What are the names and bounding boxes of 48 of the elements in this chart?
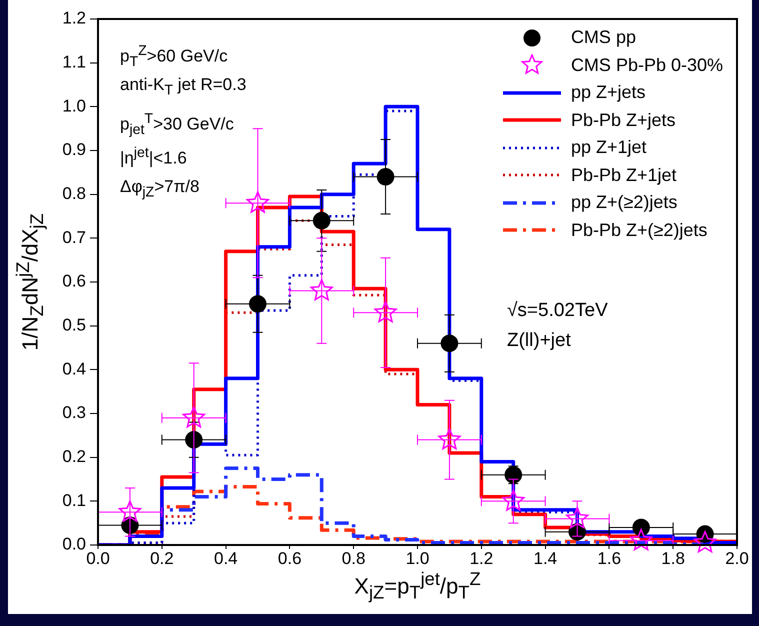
legend-label: pp Z+(≥2)jets xyxy=(570,192,678,214)
point xyxy=(246,191,269,213)
x-tick-label: 2.0 xyxy=(725,548,749,568)
x-tick-label: 1.4 xyxy=(533,548,558,568)
annotation: p$_{T}$$^{Z}$>60 GeV/c xyxy=(120,42,228,72)
legend-label: pp Z+1jet xyxy=(570,137,646,158)
x-tick-label: 0.2 xyxy=(150,548,174,568)
y-tick-label: 0.5 xyxy=(62,316,86,335)
y-tick-label: 1.1 xyxy=(62,52,86,72)
x-tick-label: 0.6 xyxy=(278,548,302,568)
legend-label: pp Z+jets xyxy=(570,82,646,104)
y-tick-label: 0.8 xyxy=(62,184,86,204)
legend-label: Pb-Pb Z+jets xyxy=(570,110,676,131)
point xyxy=(182,406,206,428)
y-tick-label: 0.6 xyxy=(62,272,86,291)
y-tick-label: 1.2 xyxy=(62,8,86,28)
x-tick-label: 0.0 xyxy=(86,548,110,568)
y-tick-label: 0.3 xyxy=(62,403,86,422)
point xyxy=(438,428,461,450)
point xyxy=(502,489,525,511)
legend-label: CMS Pb-Pb 0-30% xyxy=(570,54,723,76)
y-tick-label: 0.2 xyxy=(62,447,86,466)
y-tick-label: 0.9 xyxy=(62,140,86,160)
legend-label: Pb-Pb Z+(≥2)jets xyxy=(570,220,708,241)
y-tick-label: 0.0 xyxy=(62,534,86,554)
point xyxy=(374,300,397,322)
y-tick-label: 0.7 xyxy=(62,228,86,247)
annotation: |η$^{jet}$|<1.6 xyxy=(120,144,187,170)
x-tick-label: 0.8 xyxy=(342,548,366,568)
annotation: p$_{jet}$$^{T}$>30 GeV/c xyxy=(120,110,234,140)
annotation: anti-K$_{T}$ jet R=0.3 xyxy=(120,74,246,100)
legend-label: CMS pp xyxy=(570,27,636,48)
x-tick-label: 1.2 xyxy=(470,548,494,568)
point xyxy=(118,500,142,522)
x-tick-label: 1.0 xyxy=(406,548,430,568)
annotation: √s=5.02TeV xyxy=(507,300,608,322)
y-tick-label: 0.4 xyxy=(62,359,86,378)
x-tick-label: 1.6 xyxy=(597,548,622,568)
annotation: Δφ$_{jZ}$>7π/8 xyxy=(120,176,200,202)
point xyxy=(566,506,588,528)
y-tick-label: 0.1 xyxy=(62,490,86,510)
point xyxy=(310,279,333,300)
x-tick-label: 1.8 xyxy=(661,548,685,568)
point xyxy=(694,531,716,552)
x-tick-label: 0.4 xyxy=(214,548,238,568)
y-tick-label: 1.0 xyxy=(62,96,86,116)
legend-label: Pb-Pb Z+1jet xyxy=(570,164,676,186)
annotation: Z(ll)+jet xyxy=(507,330,571,352)
